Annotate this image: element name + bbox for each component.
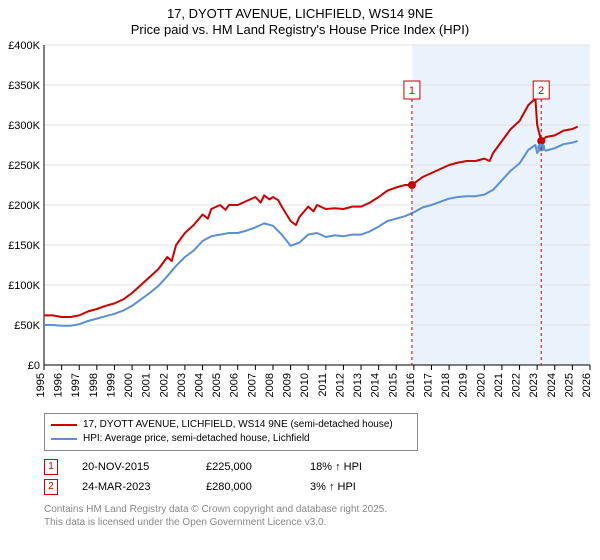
transactions-table: 1 20-NOV-2015 £225,000 18% ↑ HPI 2 24-MA… — [44, 457, 600, 497]
svg-text:2017: 2017 — [422, 373, 434, 397]
transaction-date: 20-NOV-2015 — [82, 461, 182, 473]
transaction-price: £280,000 — [206, 481, 286, 493]
legend: 17, DYOTT AVENUE, LICHFIELD, WS14 9NE (s… — [44, 413, 418, 451]
svg-text:2014: 2014 — [370, 373, 382, 397]
svg-text:£200K: £200K — [8, 200, 40, 212]
svg-text:1995: 1995 — [35, 373, 47, 397]
svg-text:2011: 2011 — [317, 373, 329, 397]
svg-text:2022: 2022 — [511, 373, 523, 397]
svg-text:£350K: £350K — [8, 80, 40, 92]
svg-text:2009: 2009 — [282, 373, 294, 397]
transaction-marker: 1 — [44, 459, 58, 475]
svg-text:£100K: £100K — [8, 280, 40, 292]
svg-text:£50K: £50K — [14, 320, 40, 332]
svg-text:1998: 1998 — [88, 373, 100, 397]
table-row: 2 24-MAR-2023 £280,000 3% ↑ HPI — [44, 477, 600, 497]
footer-line-1: Contains HM Land Registry data © Crown c… — [44, 503, 600, 516]
attribution-footer: Contains HM Land Registry data © Crown c… — [44, 503, 600, 529]
svg-text:2008: 2008 — [264, 373, 276, 397]
svg-text:2004: 2004 — [194, 373, 206, 397]
chart-svg: £0 £50K £100K £150K £200K £250K £300K £350K £400… — [0, 39, 600, 409]
svg-text:2024: 2024 — [546, 373, 558, 397]
svg-text:2018: 2018 — [440, 373, 452, 397]
svg-text:£150K: £150K — [8, 240, 40, 252]
transaction-marker: 2 — [44, 479, 58, 495]
transaction-delta: 3% ↑ HPI — [310, 481, 400, 493]
svg-text:2026: 2026 — [581, 373, 593, 397]
transaction-delta: 18% ↑ HPI — [310, 461, 400, 473]
svg-text:2015: 2015 — [387, 373, 399, 397]
svg-text:2005: 2005 — [211, 373, 223, 397]
svg-text:2001: 2001 — [141, 373, 153, 397]
svg-text:£0: £0 — [28, 360, 40, 372]
svg-text:2006: 2006 — [229, 373, 241, 397]
title-line-1: 17, DYOTT AVENUE, LICHFIELD, WS14 9NE — [0, 6, 600, 22]
title-line-2: Price paid vs. HM Land Registry's House … — [0, 22, 600, 38]
svg-text:2007: 2007 — [246, 373, 258, 397]
svg-text:2025: 2025 — [563, 373, 575, 397]
svg-text:1996: 1996 — [53, 373, 65, 397]
footer-line-2: This data is licensed under the Open Gov… — [44, 516, 600, 529]
legend-label: HPI: Average price, semi-detached house,… — [83, 432, 310, 446]
transaction-date: 24-MAR-2023 — [82, 481, 182, 493]
svg-text:2016: 2016 — [405, 373, 417, 397]
svg-text:2002: 2002 — [158, 373, 170, 397]
table-row: 1 20-NOV-2015 £225,000 18% ↑ HPI — [44, 457, 600, 477]
legend-item: 17, DYOTT AVENUE, LICHFIELD, WS14 9NE (s… — [51, 418, 411, 432]
svg-text:2000: 2000 — [123, 373, 135, 397]
legend-item: HPI: Average price, semi-detached house,… — [51, 432, 411, 446]
svg-text:2012: 2012 — [334, 373, 346, 397]
svg-text:1: 1 — [409, 85, 415, 97]
svg-text:1999: 1999 — [105, 373, 117, 397]
legend-swatch — [51, 424, 77, 426]
svg-text:2021: 2021 — [493, 373, 505, 397]
svg-text:2019: 2019 — [458, 373, 470, 397]
svg-text:1997: 1997 — [70, 373, 82, 397]
svg-text:2: 2 — [538, 85, 544, 97]
svg-text:2020: 2020 — [475, 373, 487, 397]
svg-text:£400K: £400K — [8, 40, 40, 52]
svg-text:2013: 2013 — [352, 373, 364, 397]
transaction-price: £225,000 — [206, 461, 286, 473]
svg-text:£250K: £250K — [8, 160, 40, 172]
svg-text:2023: 2023 — [528, 373, 540, 397]
line-chart: £0 £50K £100K £150K £200K £250K £300K £350K £400… — [0, 39, 600, 409]
svg-text:2010: 2010 — [299, 373, 311, 397]
legend-swatch — [51, 438, 77, 440]
chart-title: 17, DYOTT AVENUE, LICHFIELD, WS14 9NE Pr… — [0, 0, 600, 39]
legend-label: 17, DYOTT AVENUE, LICHFIELD, WS14 9NE (s… — [83, 418, 393, 432]
svg-text:2003: 2003 — [176, 373, 188, 397]
svg-text:£300K: £300K — [8, 120, 40, 132]
